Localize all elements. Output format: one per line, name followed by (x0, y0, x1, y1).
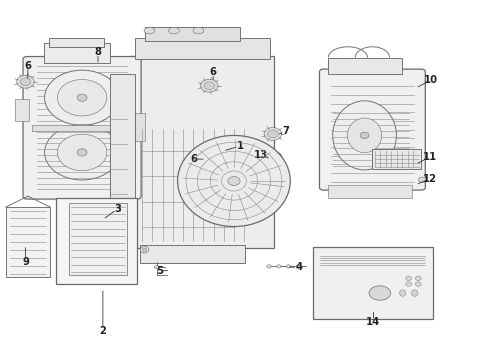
Ellipse shape (412, 290, 418, 296)
FancyBboxPatch shape (23, 57, 141, 199)
Ellipse shape (187, 154, 205, 167)
Ellipse shape (191, 157, 201, 165)
Ellipse shape (416, 282, 421, 286)
Ellipse shape (77, 94, 87, 101)
Text: 9: 9 (22, 257, 29, 267)
FancyBboxPatch shape (316, 251, 430, 268)
Ellipse shape (143, 248, 147, 251)
Ellipse shape (369, 286, 391, 300)
Ellipse shape (267, 265, 271, 268)
Text: 3: 3 (114, 204, 121, 214)
Ellipse shape (360, 132, 369, 139)
Ellipse shape (228, 176, 240, 185)
Ellipse shape (57, 134, 107, 171)
Ellipse shape (57, 80, 107, 116)
Ellipse shape (45, 125, 120, 180)
FancyBboxPatch shape (316, 300, 353, 311)
Ellipse shape (406, 282, 412, 286)
Ellipse shape (258, 150, 282, 165)
Ellipse shape (169, 27, 179, 34)
Text: 10: 10 (424, 75, 438, 85)
FancyBboxPatch shape (316, 270, 363, 284)
Text: 6: 6 (210, 67, 217, 77)
FancyBboxPatch shape (316, 286, 362, 298)
Ellipse shape (154, 266, 159, 269)
Bar (372, 149, 421, 169)
Text: 2: 2 (99, 326, 106, 336)
Ellipse shape (268, 130, 278, 138)
Ellipse shape (418, 177, 426, 182)
Bar (135, 113, 145, 141)
Ellipse shape (204, 82, 215, 90)
Bar (328, 185, 412, 198)
Bar (15, 99, 29, 121)
Ellipse shape (177, 135, 290, 226)
Bar (32, 125, 132, 131)
Bar (313, 247, 433, 319)
Ellipse shape (20, 78, 31, 86)
Bar (69, 203, 127, 275)
Ellipse shape (264, 154, 276, 162)
FancyBboxPatch shape (319, 69, 425, 190)
Text: 14: 14 (366, 317, 381, 327)
Bar (44, 43, 110, 63)
Ellipse shape (416, 276, 421, 280)
FancyBboxPatch shape (374, 251, 428, 269)
Bar (135, 38, 270, 59)
Text: 6: 6 (190, 154, 197, 164)
Ellipse shape (140, 247, 149, 253)
Bar (140, 245, 245, 263)
Ellipse shape (406, 276, 412, 280)
Text: 6: 6 (24, 60, 31, 71)
Ellipse shape (200, 79, 218, 92)
Bar (56, 198, 137, 284)
Ellipse shape (286, 265, 291, 268)
Text: 8: 8 (95, 47, 101, 57)
Ellipse shape (45, 70, 120, 125)
Bar (110, 74, 135, 230)
Text: 1: 1 (237, 141, 244, 151)
Bar (6, 207, 50, 277)
Bar (328, 58, 402, 74)
Text: 7: 7 (282, 126, 289, 136)
FancyBboxPatch shape (360, 269, 402, 285)
Text: 5: 5 (156, 266, 163, 276)
Ellipse shape (276, 265, 281, 268)
Ellipse shape (193, 27, 204, 34)
Text: 11: 11 (423, 152, 438, 162)
Ellipse shape (77, 149, 87, 156)
Bar (49, 38, 104, 47)
Text: 4: 4 (295, 262, 302, 272)
Bar (145, 27, 240, 41)
Ellipse shape (347, 118, 382, 153)
Ellipse shape (296, 265, 300, 268)
Text: 13: 13 (254, 150, 268, 160)
Bar (130, 56, 274, 248)
Ellipse shape (144, 27, 155, 34)
Text: 12: 12 (423, 174, 437, 184)
Ellipse shape (264, 127, 282, 140)
Ellipse shape (333, 101, 396, 170)
FancyBboxPatch shape (369, 174, 419, 185)
Ellipse shape (399, 290, 406, 296)
Ellipse shape (17, 75, 34, 88)
